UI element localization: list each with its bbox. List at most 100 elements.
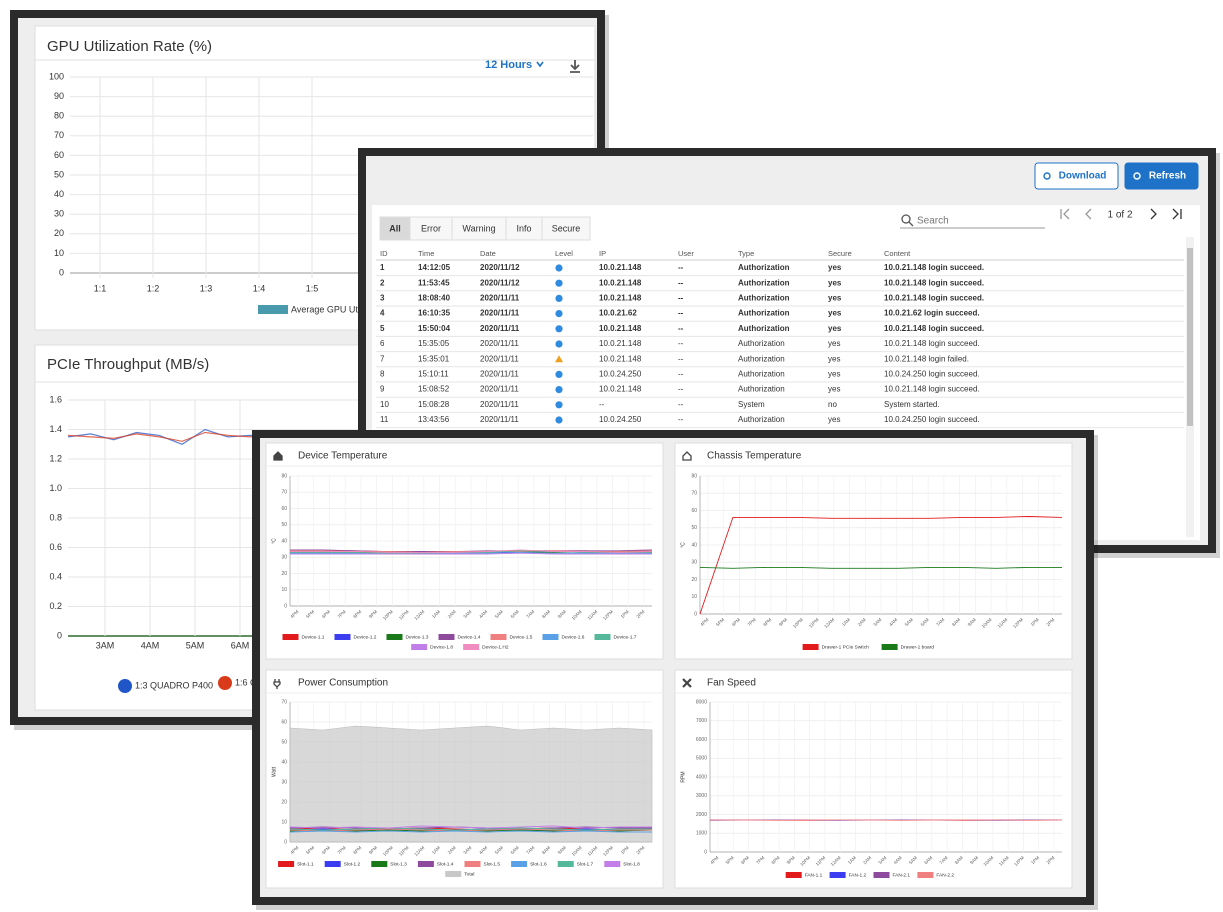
y-tick-label: 0.4 <box>49 571 62 581</box>
button-label[interactable]: Refresh <box>1149 171 1186 182</box>
tab-label[interactable]: Warning <box>462 223 495 233</box>
x-tick-label: 1AM <box>431 609 441 619</box>
legend-marker <box>218 676 232 690</box>
legend-swatch <box>490 634 507 640</box>
legend-swatch <box>785 872 802 878</box>
tab[interactable] <box>541 216 591 241</box>
legend-label: 1:6 Q <box>235 677 257 687</box>
table-cell: 2020/11/11 <box>480 385 519 394</box>
prev-page-icon[interactable] <box>1085 208 1092 220</box>
chart-title: Chassis Temperature <box>707 451 802 462</box>
y-tick-label: 20 <box>54 228 64 238</box>
chart-icon <box>682 451 692 461</box>
table-cell: 13:43:56 <box>418 415 450 424</box>
table-cell: yes <box>828 385 840 394</box>
legend-swatch <box>542 634 559 640</box>
y-tick-label: 1.2 <box>49 453 62 463</box>
legend-swatch <box>386 634 403 640</box>
first-page-icon[interactable] <box>1060 208 1070 220</box>
info-icon <box>555 325 563 333</box>
x-tick-label: 2PM <box>635 845 645 855</box>
series-line <box>289 830 652 833</box>
pagination-label: 1 of 2 <box>1107 210 1132 221</box>
column-header: Secure <box>828 249 852 258</box>
x-tick-label: 6AM <box>231 640 250 650</box>
x-tick-label: 2AM <box>447 609 457 619</box>
search-input[interactable]: Search <box>917 216 949 227</box>
info-icon <box>555 294 563 302</box>
tab-label[interactable]: Error <box>421 223 441 233</box>
table-cell: 7 <box>380 354 385 363</box>
legend-label: Average GPU Utili <box>291 304 364 314</box>
table-cell: 10.0.24.250 <box>599 415 642 424</box>
y-tick-label: 0 <box>284 603 287 609</box>
x-tick-label: 8PM <box>352 609 362 619</box>
download-icon[interactable] <box>570 60 580 73</box>
table-cell: 14:12:05 <box>418 263 451 272</box>
tab-label[interactable]: Info <box>516 223 531 233</box>
button[interactable] <box>1124 162 1199 190</box>
x-tick-label: 11PM <box>815 855 827 867</box>
x-tick-label: 7AM <box>525 609 535 619</box>
chart-card: Power Consumption 0 10 20 30 40 50 60 70 Watt 4PM 5… <box>265 669 664 889</box>
panel-title: PCIe Throughput (MB/s) <box>47 356 209 373</box>
table-cell: 10.0.21.148 <box>599 294 642 303</box>
x-tick-label: 8PM <box>762 617 772 627</box>
table-cell: -- <box>678 339 684 348</box>
x-tick-label: 8PM <box>770 855 780 865</box>
y-tick-label: 1000 <box>696 831 707 837</box>
table-cell: 5 <box>380 324 385 333</box>
x-tick-label: 3AM <box>877 855 887 865</box>
table-cell: 2020/11/11 <box>480 339 519 348</box>
x-tick-label: 6PM <box>321 609 331 619</box>
legend-swatch <box>464 861 481 867</box>
button[interactable] <box>1034 162 1119 190</box>
tab-label[interactable]: Secure <box>552 223 581 233</box>
card <box>674 669 1073 889</box>
legend-swatch <box>258 305 288 314</box>
legend-swatch <box>324 861 341 867</box>
x-tick-label: 1:3 <box>200 283 213 293</box>
legend-label: Drawer-1 PCIe Switch <box>822 644 870 650</box>
last-page-icon[interactable] <box>1172 208 1182 220</box>
button-label[interactable]: Download <box>1059 171 1107 182</box>
x-tick-label: 5AM <box>904 617 914 627</box>
tab-label[interactable]: All <box>389 223 401 233</box>
table-cell: -- <box>678 415 684 424</box>
y-tick-label: 70 <box>54 130 64 140</box>
y-tick-label: 40 <box>54 189 64 199</box>
range-select[interactable]: 12 Hours <box>485 59 532 71</box>
table-cell: -- <box>678 263 684 272</box>
table-cell: 15:35:05 <box>418 339 450 348</box>
x-tick-label: 3AM <box>96 640 115 650</box>
table-cell: Authorization <box>738 294 790 303</box>
x-tick-label: 2PM <box>635 609 645 619</box>
y-axis-label: Watt <box>271 766 277 777</box>
info-icon <box>555 279 563 287</box>
card <box>674 442 1073 660</box>
y-tick-label: 30 <box>691 560 697 566</box>
legend-label: Device-1.8 <box>430 644 453 650</box>
x-tick-label: 1AM <box>431 845 441 855</box>
table-cell: 2020/11/11 <box>480 309 520 318</box>
y-tick-label: 20 <box>691 577 697 583</box>
table-cell: 10.0.21.148 <box>599 263 642 272</box>
next-page-icon[interactable] <box>1150 208 1157 220</box>
x-tick-label: 7AM <box>935 617 945 627</box>
legend-label: FAN-2.2 <box>936 872 954 878</box>
table-cell: 2020/11/11 <box>480 294 520 303</box>
x-tick-label: 6AM <box>923 855 933 865</box>
legend-label: FAN-1.1 <box>805 872 823 878</box>
x-tick-label: 1:5 <box>306 283 319 293</box>
table-cell: 15:50:04 <box>418 324 451 333</box>
x-tick-label: 11AM <box>997 617 1009 629</box>
x-tick-label: 7PM <box>747 617 757 627</box>
y-axis-label: °C <box>271 538 277 544</box>
scrollbar-thumb[interactable] <box>1187 248 1193 426</box>
info-icon <box>555 386 563 394</box>
table-cell: Authorization <box>738 309 790 318</box>
y-tick-label: 50 <box>281 739 287 745</box>
x-tick-label: 4PM <box>709 855 719 865</box>
x-tick-label: 1PM <box>1030 855 1040 865</box>
table-cell: -- <box>678 354 684 363</box>
